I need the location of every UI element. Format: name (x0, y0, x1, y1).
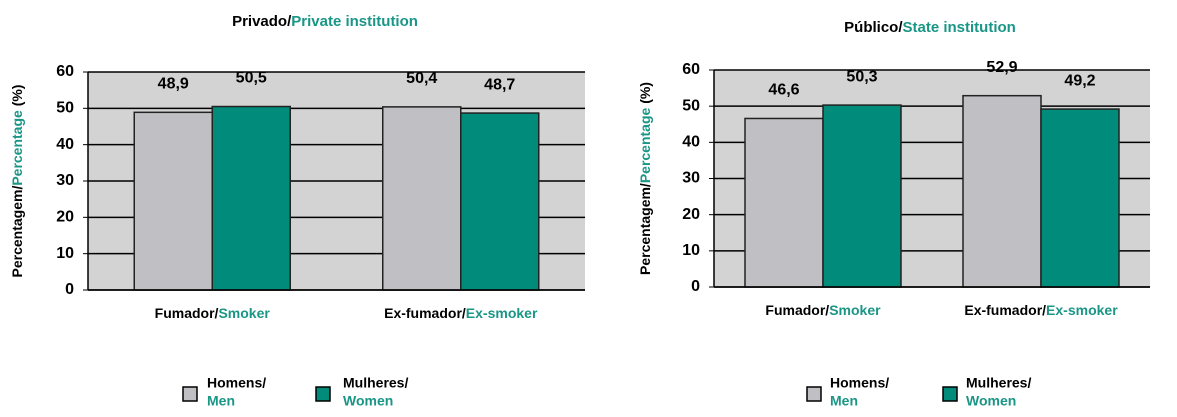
data-label: 50,3 (846, 68, 877, 85)
y-tick-label: 40 (682, 134, 700, 151)
chart-title-part: Público/ (844, 19, 903, 36)
legend-label: Men (830, 393, 858, 409)
bar (133, 111, 213, 291)
y-tick-label: 20 (682, 206, 700, 223)
chart-title-part: Private institution (291, 13, 418, 30)
chart-title: Público/State institution (844, 19, 1016, 36)
x-tick-label-part: Fumador/ (155, 305, 219, 321)
bar (962, 94, 1042, 288)
x-tick-label-part: Ex-fumador/ (384, 305, 466, 321)
y-tick-label: 60 (682, 61, 700, 78)
y-axis-label-part: (%) (9, 85, 25, 111)
y-axis-label: Percentagem/Percentage (%) (9, 85, 25, 278)
legend-label: Homens/ (830, 375, 889, 391)
bar (1040, 108, 1120, 288)
y-axis-label-part: (%) (637, 82, 653, 108)
x-tick-label: Ex-fumador/Ex-smoker (384, 305, 538, 321)
data-label: 48,7 (484, 76, 515, 93)
bar (460, 112, 540, 291)
x-tick-label: Ex-fumador/Ex-smoker (964, 302, 1118, 318)
data-label: 50,4 (406, 70, 437, 87)
bar (744, 117, 824, 288)
bar (211, 105, 291, 291)
y-tick-label: 10 (56, 245, 74, 262)
y-tick-label: 50 (682, 97, 700, 114)
chart-title: Privado/Private institution (232, 13, 418, 30)
x-tick-label-part: Smoker (218, 305, 270, 321)
y-tick-label: 30 (56, 172, 74, 189)
legend-swatch (806, 386, 822, 402)
x-tick-label-part: Ex-smoker (466, 305, 538, 321)
data-label: 52,9 (986, 59, 1017, 76)
legend-swatch (315, 386, 331, 402)
x-tick-label-part: Ex-smoker (1046, 302, 1118, 318)
data-label: 50,5 (236, 70, 267, 87)
y-tick-label: 10 (682, 242, 700, 259)
y-axis-label-part: Percentage (637, 107, 653, 183)
legend-label: Men (207, 393, 235, 409)
legend-label: Homens/ (207, 375, 266, 391)
y-tick-label: 60 (56, 63, 74, 80)
x-tick-label-part: Ex-fumador/ (964, 302, 1046, 318)
data-label: 48,9 (158, 76, 189, 93)
y-axis-label-part: Percentagem/ (9, 186, 25, 278)
y-tick-label: 50 (56, 100, 74, 117)
y-axis-label-part: Percentagem/ (637, 183, 653, 275)
y-tick-label: 40 (56, 136, 74, 153)
y-tick-label: 0 (65, 281, 74, 298)
y-axis-label: Percentagem/Percentage (%) (637, 82, 653, 275)
x-tick-label: Fumador/Smoker (155, 305, 271, 321)
y-tick-label: 20 (56, 209, 74, 226)
legend-label: Mulheres/ (966, 375, 1031, 391)
x-tick-label-part: Fumador/ (765, 302, 829, 318)
chart-title-part: State institution (903, 19, 1016, 36)
data-label: 49,2 (1064, 72, 1095, 89)
x-tick-label: Fumador/Smoker (765, 302, 881, 318)
legend-swatch (182, 386, 198, 402)
legend-swatch (942, 386, 958, 402)
y-axis-label-part: Percentage (9, 110, 25, 186)
data-label: 46,6 (768, 82, 799, 99)
legend-label: Mulheres/ (343, 375, 408, 391)
chart-title-part: Privado/ (232, 13, 292, 30)
legend-label: Women (343, 393, 393, 409)
bar (382, 106, 462, 291)
y-tick-label: 30 (682, 170, 700, 187)
bar (822, 104, 902, 288)
y-tick-label: 0 (691, 278, 700, 295)
x-tick-label-part: Smoker (829, 302, 881, 318)
legend-label: Women (966, 393, 1016, 409)
